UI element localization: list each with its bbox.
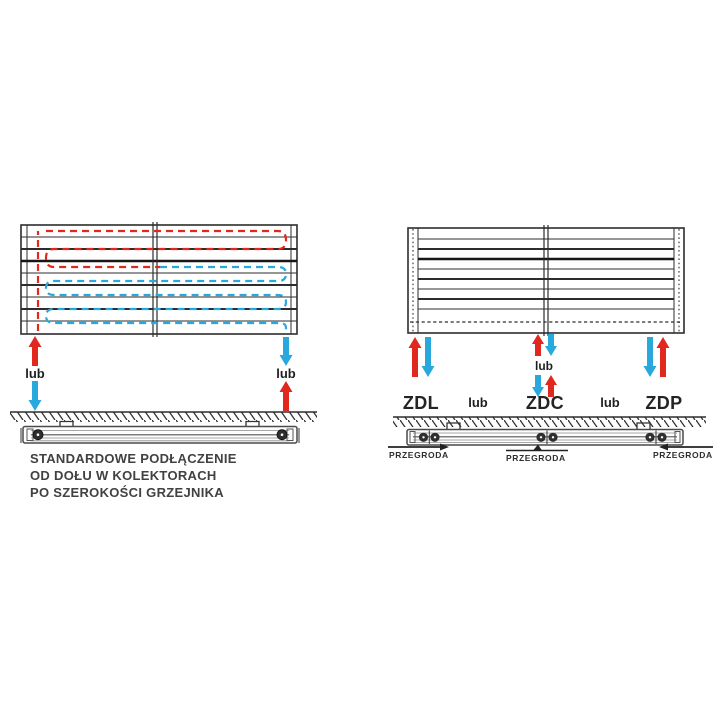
supply-up-arrow-icon (532, 334, 544, 356)
trench-convector-icon (406, 428, 684, 446)
partition-label: PRZEGRODA (653, 449, 713, 460)
floor-hatch (393, 416, 706, 427)
przegroda-arrow-icon (388, 443, 449, 451)
supply-up-arrow-icon (279, 381, 293, 411)
return-down-arrow-icon (279, 337, 293, 366)
return-down-arrow-icon (532, 375, 544, 397)
bracket-icon (245, 420, 260, 427)
trench-convector-icon (20, 425, 300, 444)
przegroda-arrow-icon (659, 443, 713, 451)
flow-path-red (36, 229, 288, 331)
or-label: lub (535, 359, 553, 373)
supply-up-arrow-icon (545, 375, 557, 397)
flow-path-blue (44, 265, 288, 334)
supply-up-arrow-icon (656, 337, 670, 377)
caption-line: OD DOŁU W KOLEKTORACH (30, 468, 217, 483)
variant-label-zdl: ZDL (402, 393, 440, 413)
or-label: lub (25, 366, 45, 381)
radiator-right-icon (407, 225, 685, 336)
return-down-arrow-icon (643, 337, 657, 377)
diagram-caption: STANDARDOWE PODŁĄCZENIE OD DOŁU W KOLEKT… (30, 450, 237, 501)
bracket-icon (59, 420, 74, 427)
bracket-icon (446, 422, 461, 430)
variant-label-zdp: ZDP (645, 393, 683, 413)
or-label: lub (276, 366, 296, 381)
caption-line: PO SZEROKOŚCI GRZEJNIKA (30, 485, 224, 500)
supply-up-arrow-icon (408, 337, 422, 377)
return-down-arrow-icon (545, 334, 557, 356)
partition-label: PRZEGRODA (389, 449, 449, 460)
or-label: lub (468, 395, 488, 410)
variant-label-zdc: ZDC (525, 393, 565, 413)
right-connection-diagram (388, 225, 713, 452)
floor-hatch (10, 411, 317, 422)
return-down-arrow-icon (28, 381, 42, 411)
partition-label: PRZEGRODA (506, 452, 566, 463)
caption-line: STANDARDOWE PODŁĄCZENIE (30, 451, 237, 466)
left-connection-diagram (10, 222, 317, 444)
radiator-left-icon (20, 222, 298, 337)
or-label: lub (600, 395, 620, 410)
return-down-arrow-icon (421, 337, 435, 377)
supply-up-arrow-icon (28, 336, 42, 366)
przegroda-arrow-icon (506, 444, 568, 452)
bracket-icon (636, 422, 651, 430)
